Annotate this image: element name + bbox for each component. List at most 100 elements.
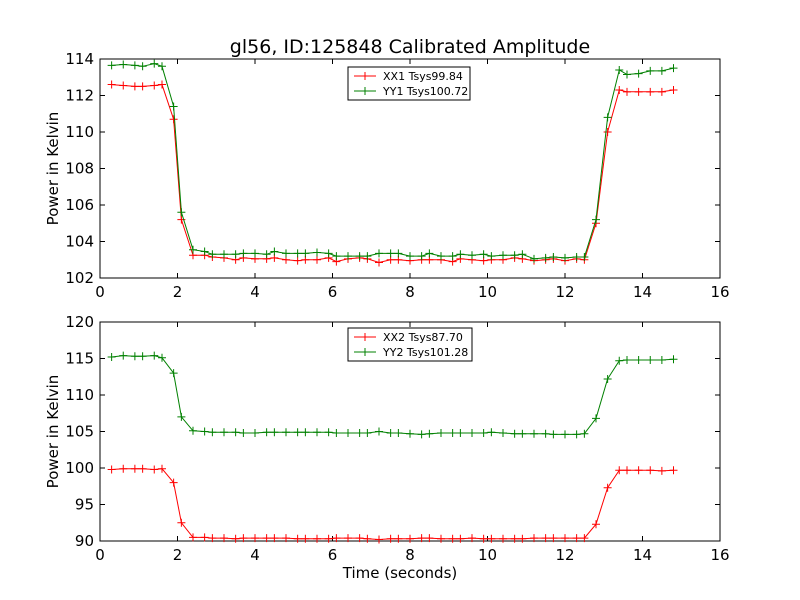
data-point — [634, 87, 643, 96]
data-point — [262, 428, 271, 437]
data-point — [518, 429, 527, 438]
legend-label: XX1 Tsys99.84 — [383, 70, 463, 83]
data-point — [313, 248, 321, 257]
data-point — [119, 60, 128, 69]
y-tick-label: 90 — [75, 532, 94, 550]
data-point — [200, 427, 209, 436]
y-tick-label: 100 — [65, 459, 94, 477]
data-point — [603, 374, 612, 383]
data-point — [324, 249, 333, 258]
data-point — [657, 87, 666, 96]
data-point — [251, 534, 259, 543]
data-point — [456, 428, 465, 437]
legend-label: YY2 Tsys101.28 — [382, 346, 468, 359]
y-tick-label: 108 — [65, 160, 94, 178]
data-point — [355, 534, 364, 543]
data-point — [549, 253, 558, 262]
data-point — [541, 534, 550, 543]
data-point — [282, 534, 290, 543]
data-point — [150, 351, 159, 360]
data-point — [189, 245, 197, 254]
data-point — [615, 466, 624, 475]
data-point — [646, 66, 655, 75]
data-point — [406, 252, 414, 261]
data-point — [479, 534, 488, 543]
data-point — [386, 534, 395, 543]
data-point — [487, 428, 496, 437]
data-point — [518, 250, 527, 259]
data-point — [646, 355, 655, 364]
data-point — [669, 355, 678, 364]
data-point — [220, 250, 228, 259]
x-tick-label: 16 — [710, 546, 729, 564]
data-point — [200, 533, 209, 542]
data-point — [262, 250, 271, 259]
legend-marker — [361, 348, 369, 356]
legend-box — [347, 327, 473, 362]
data-point — [270, 247, 279, 256]
data-point — [189, 533, 197, 542]
data-point — [169, 369, 178, 378]
data-point — [437, 428, 445, 437]
data-point — [592, 414, 600, 423]
series-2 — [107, 351, 678, 439]
series-2 — [107, 59, 678, 263]
data-point — [623, 70, 631, 79]
data-point — [375, 249, 383, 258]
legend-box — [347, 66, 471, 101]
data-point — [262, 534, 271, 543]
x-tick-label: 8 — [405, 546, 415, 564]
data-point — [158, 464, 166, 473]
data-point — [518, 534, 527, 543]
data-point — [580, 429, 589, 438]
data-point — [615, 86, 624, 95]
data-point — [355, 428, 364, 437]
data-point — [530, 254, 538, 263]
data-point — [169, 478, 178, 487]
data-point — [592, 215, 600, 224]
data-point — [208, 534, 217, 543]
data-point — [282, 428, 290, 437]
data-point — [561, 253, 569, 262]
data-point — [487, 534, 496, 543]
data-point — [355, 252, 364, 261]
data-point — [239, 534, 248, 543]
data-point — [417, 430, 426, 439]
data-point — [313, 255, 321, 264]
data-point — [603, 483, 612, 492]
series-1 — [107, 464, 678, 544]
data-point — [561, 534, 569, 543]
data-point — [107, 61, 116, 70]
data-point — [344, 428, 352, 437]
legend: XX1 Tsys99.84 YY1 Tsys100.72 — [347, 66, 471, 101]
data-point — [646, 466, 655, 475]
data-point — [313, 428, 321, 437]
data-point — [541, 253, 550, 262]
y-tick-label: 114 — [65, 50, 94, 68]
x-tick-label: 0 — [95, 283, 105, 301]
x-tick-label: 2 — [173, 546, 183, 564]
chart-title: gl56, ID:125848 Calibrated Amplitude — [230, 36, 590, 58]
legend-label: YY1 Tsys100.72 — [382, 85, 468, 98]
data-point — [270, 428, 279, 437]
data-point — [158, 80, 166, 89]
data-point — [510, 429, 519, 438]
data-point — [425, 534, 434, 543]
data-point — [386, 428, 395, 437]
data-point — [406, 429, 414, 438]
data-point — [119, 81, 128, 90]
data-point — [150, 465, 159, 474]
data-point — [130, 464, 139, 473]
y-tick-label: 106 — [65, 196, 94, 214]
data-point — [332, 428, 341, 437]
data-point — [386, 249, 395, 258]
data-point — [169, 102, 178, 111]
data-point — [324, 428, 333, 437]
x-tick-label: 14 — [633, 283, 652, 301]
y-tick-label: 102 — [65, 269, 94, 287]
legend-marker — [361, 72, 369, 80]
data-point — [487, 252, 496, 261]
data-point — [119, 351, 128, 360]
data-point — [572, 534, 581, 543]
